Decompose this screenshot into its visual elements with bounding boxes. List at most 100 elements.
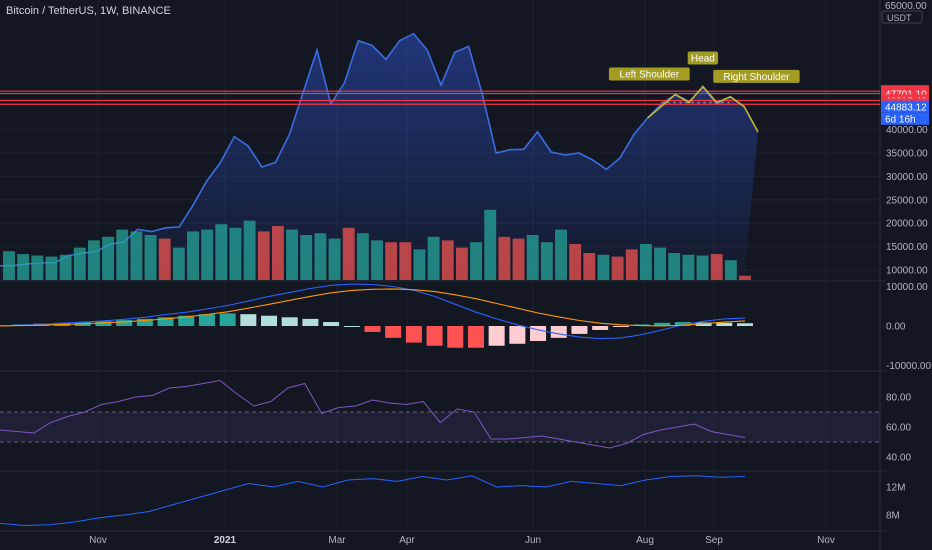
price-top-tick: 65000.00 bbox=[885, 1, 927, 12]
volume-bar bbox=[116, 229, 129, 280]
price-tick-label: 35000.00 bbox=[886, 149, 928, 160]
volume-bar bbox=[328, 238, 341, 280]
macd-histogram-bar bbox=[323, 322, 340, 326]
macd-histogram-bar bbox=[571, 326, 588, 334]
x-axis-label: Sep bbox=[705, 535, 723, 546]
volume-bar bbox=[455, 247, 468, 280]
volume-bar bbox=[187, 231, 199, 280]
volume-bar bbox=[17, 254, 30, 280]
volume-bar bbox=[102, 236, 115, 280]
volume-bar bbox=[399, 242, 412, 280]
volume-bar bbox=[356, 233, 369, 280]
volume-bar bbox=[470, 242, 483, 280]
price-tick-label: 15000.00 bbox=[886, 242, 928, 253]
volume-bar bbox=[611, 256, 624, 280]
volume-bar bbox=[427, 236, 440, 280]
volume-bar bbox=[371, 240, 383, 280]
volume-bar bbox=[739, 275, 751, 280]
macd-histogram-bar bbox=[281, 317, 298, 326]
rsi-tick-label: 80.00 bbox=[886, 393, 911, 404]
price-tick-label: 30000.00 bbox=[886, 172, 928, 183]
macd-tick-label: -10000.00 bbox=[886, 361, 931, 372]
volume-bar bbox=[625, 249, 638, 280]
x-axis-label: Mar bbox=[328, 535, 346, 546]
macd-histogram-bar bbox=[654, 322, 671, 326]
x-axis-label: Jun bbox=[525, 535, 541, 546]
macd-histogram-bar bbox=[157, 317, 174, 326]
macd-histogram-bar bbox=[343, 326, 360, 327]
macd-histogram-bar bbox=[261, 315, 278, 326]
macd-histogram-bar bbox=[592, 326, 609, 330]
volume-bar bbox=[484, 209, 497, 280]
volume-bar bbox=[144, 235, 157, 280]
volume-bar bbox=[385, 242, 398, 280]
volume-bar bbox=[710, 254, 723, 280]
macd-histogram-bar bbox=[716, 322, 733, 326]
volume-bar bbox=[3, 251, 15, 280]
volume-bar bbox=[314, 233, 327, 280]
obv-tick-label: 8M bbox=[886, 511, 900, 522]
signal-line bbox=[0, 288, 746, 327]
volume-bar bbox=[498, 236, 511, 280]
volume-bar bbox=[229, 227, 242, 280]
macd-histogram-bar bbox=[530, 326, 547, 342]
x-axis-label: Nov bbox=[89, 535, 107, 546]
volume-bar bbox=[271, 226, 284, 280]
price-tick-label: 20000.00 bbox=[886, 219, 928, 230]
volume-bar bbox=[639, 244, 652, 280]
price-tick-label: 40000.00 bbox=[886, 125, 928, 136]
macd-histogram-bar bbox=[240, 314, 257, 326]
pattern-annotation-box bbox=[608, 67, 690, 81]
macd-histogram-bar bbox=[136, 318, 153, 326]
volume-bar bbox=[215, 224, 228, 280]
x-axis-label: Apr bbox=[399, 535, 415, 546]
volume-bar bbox=[668, 253, 681, 280]
volume-bar bbox=[413, 249, 426, 280]
symbol-title[interactable]: Bitcoin / TetherUS, 1W, BINANCE bbox=[6, 5, 171, 17]
volume-bar bbox=[512, 238, 525, 280]
rsi-tick-label: 40.00 bbox=[886, 453, 911, 464]
currency-badge bbox=[881, 10, 923, 24]
volume-bar bbox=[158, 238, 171, 280]
macd-histogram-bar bbox=[426, 326, 443, 346]
macd-histogram-bar bbox=[385, 326, 402, 338]
volume-bar bbox=[682, 254, 695, 280]
macd-histogram-bar bbox=[488, 326, 505, 346]
macd-histogram-bar bbox=[509, 326, 526, 344]
volume-bar bbox=[201, 229, 214, 280]
pattern-annotation-label: Head bbox=[691, 54, 715, 65]
macd-histogram-bar bbox=[116, 320, 133, 326]
pattern-annotation-label: Right Shoulder bbox=[723, 72, 790, 83]
volume-bar bbox=[654, 247, 667, 280]
price-level-label: 44883.12 bbox=[885, 103, 927, 114]
rsi-band bbox=[0, 412, 880, 442]
price-tick-label: 25000.00 bbox=[886, 195, 928, 206]
obv-line bbox=[0, 475, 746, 527]
macd-line bbox=[0, 283, 746, 340]
macd-tick-label: 10000.00 bbox=[886, 282, 928, 293]
macd-histogram-bar bbox=[612, 326, 629, 327]
price-area-fill bbox=[0, 33, 758, 281]
macd-histogram-bar bbox=[95, 321, 112, 326]
volume-bar bbox=[696, 255, 709, 280]
volume-bar bbox=[87, 240, 100, 280]
pattern-annotation-box bbox=[687, 51, 719, 65]
price-level-badge bbox=[881, 100, 929, 113]
volume-bar bbox=[441, 240, 454, 280]
pattern-annotation-box bbox=[713, 69, 800, 83]
volume-bar bbox=[45, 256, 58, 280]
macd-histogram-bar bbox=[178, 315, 195, 326]
obv-tick-label: 12M bbox=[886, 483, 905, 494]
macd-histogram-bar bbox=[550, 326, 567, 338]
rsi-tick-label: 60.00 bbox=[886, 423, 911, 434]
x-axis-label: 2021 bbox=[214, 535, 237, 546]
currency-label: USDT bbox=[887, 13, 912, 23]
pattern-annotation-label: Left Shoulder bbox=[620, 70, 680, 81]
rsi-line bbox=[0, 379, 746, 449]
countdown-label: 6d 16h bbox=[885, 115, 916, 126]
x-axis-label: Aug bbox=[636, 535, 654, 546]
volume-bar bbox=[286, 229, 299, 280]
x-axis-label: Nov bbox=[817, 535, 835, 546]
volume-bar bbox=[540, 242, 553, 280]
